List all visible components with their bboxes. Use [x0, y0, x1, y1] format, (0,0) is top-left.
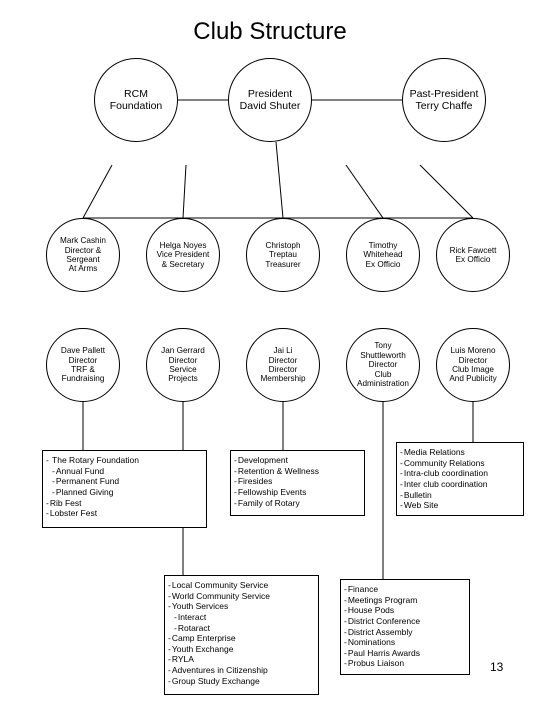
node-m4: TimothyWhiteheadEx Officio [346, 218, 420, 292]
box-b5: Media RelationsCommunity RelationsIntra-… [396, 442, 524, 516]
box-b1: The Rotary FoundationAnnual FundPermanen… [42, 450, 207, 528]
node-d4: TonyShuttleworthDirectorClubAdministrati… [346, 328, 420, 402]
node-rcm: RCMFoundation [94, 58, 178, 142]
node-d2: Jan GerrardDirectorServiceProjects [146, 328, 220, 402]
page-number: 13 [490, 660, 503, 674]
node-pres: PresidentDavid Shuter [228, 58, 312, 142]
node-m5: Rick FawcettEx Officio [436, 218, 510, 292]
box-b2: Local Community ServiceWorld Community S… [164, 575, 319, 695]
page-title: Club Structure [0, 18, 540, 46]
node-m2: Helga NoyesVice President& Secretary [146, 218, 220, 292]
node-d5: Luis MorenoDirectorClub ImageAnd Publici… [436, 328, 510, 402]
box-b3: DevelopmentRetention & WellnessFiresides… [230, 450, 365, 516]
node-d3: Jai LiDirectorDirectorMembership [246, 328, 320, 402]
node-m1: Mark CashinDirector &SergeantAt Arms [46, 218, 120, 292]
node-d1: Dave PallettDirectorTRF &Fundraising [46, 328, 120, 402]
box-b4: FinanceMeetings ProgramHouse PodsDistric… [340, 579, 470, 675]
node-past: Past-PresidentTerry Chaffe [402, 58, 486, 142]
node-m3: ChristophTreptauTreasurer [246, 218, 320, 292]
